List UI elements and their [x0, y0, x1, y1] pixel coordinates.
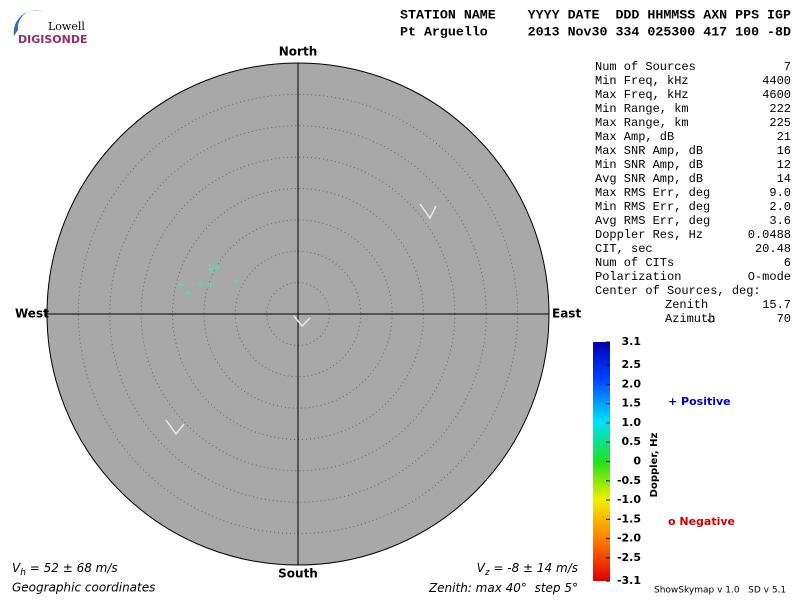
- colorbar-label: Doppler, Hz: [649, 433, 660, 498]
- logo-name: DIGISONDE: [18, 33, 87, 46]
- stat-value: 4600: [762, 88, 791, 102]
- south-label: South: [278, 567, 318, 581]
- west-label: West: [15, 307, 49, 321]
- stat-value: 6: [784, 256, 791, 270]
- colorbar-tick-label: -1.5: [617, 512, 641, 525]
- stat-label: Avg SNR Amp, dB: [595, 172, 703, 186]
- colorbar-tick-label: 1.5: [622, 397, 642, 410]
- stat-value: 16: [777, 144, 791, 158]
- colorbar-tick-label: 0.5: [622, 435, 642, 448]
- zenith-text: Zenith: max 40° step 5°: [428, 581, 578, 595]
- vh-text: Vh = 52 ± 68 m/s: [12, 561, 118, 578]
- azimuth-icon: [707, 315, 715, 323]
- stat-value: 14: [777, 172, 791, 186]
- stat-label: Min Range, km: [595, 102, 689, 116]
- version-text: ShowSkymap v 1.0 SD v 5.1: [654, 586, 786, 596]
- source-marker: [184, 289, 191, 296]
- stat-label: Min SNR Amp, dB: [595, 158, 703, 172]
- velocity-marks: [165, 203, 437, 436]
- vh-sub: h: [20, 568, 26, 578]
- center-title: Center of Sources, deg:: [595, 284, 761, 298]
- source-marker: [197, 281, 204, 288]
- stat-label: Max Freq, kHz: [595, 88, 689, 102]
- stat-label: Num of Sources: [595, 60, 696, 74]
- colorbar-tick-label: 2.0: [622, 377, 642, 390]
- colorbar: [593, 342, 610, 581]
- stat-value: 20.48: [755, 242, 791, 256]
- center-label: Azimuth: [665, 312, 715, 326]
- vh-value: = 52 ± 68 m/s: [26, 561, 118, 575]
- stat-label: Max Range, km: [595, 116, 689, 130]
- stat-label: Avg RMS Err, deg: [595, 214, 710, 228]
- vz-value: = -8 ± 14 m/s: [490, 561, 578, 575]
- vz-symbol: V: [477, 561, 486, 575]
- colorbar-tick-label: -3.1: [617, 574, 641, 587]
- stat-label: CIT, sec: [595, 242, 653, 256]
- zenith-prefix: Zenith: max: [428, 581, 503, 595]
- stat-value: 222: [769, 102, 791, 116]
- stat-label: Min RMS Err, deg: [595, 200, 710, 214]
- header-labels: STATION NAME YYYY DATE DDD HHMMSS AXN PP…: [400, 8, 791, 23]
- stat-label: Min Freq, kHz: [595, 74, 689, 88]
- legend-positive: + Positive: [668, 395, 731, 408]
- source-marker: [233, 278, 240, 285]
- colorbar-tick-label: 2.5: [622, 358, 642, 371]
- stat-value: 21: [777, 130, 791, 144]
- north-label: North: [279, 45, 317, 59]
- center-value: 70: [777, 312, 791, 326]
- center-value: 15.7: [762, 298, 791, 312]
- center-label: Zenith: [665, 298, 708, 312]
- stat-value: 12: [777, 158, 791, 172]
- stat-label: Doppler Res, Hz: [595, 228, 703, 242]
- coords-text: Geographic coordinates: [12, 581, 155, 595]
- colorbar-tick-label: 3.1: [622, 335, 642, 348]
- step-unit: °: [572, 581, 578, 595]
- zenith-unit: °: [521, 581, 527, 595]
- source-marker: [207, 282, 214, 289]
- source-marker: [214, 264, 221, 271]
- logo: Lowell DIGISONDE: [13, 10, 87, 46]
- stat-value: 225: [769, 116, 791, 130]
- source-marker: [178, 281, 185, 288]
- stat-label: Max SNR Amp, dB: [595, 144, 703, 158]
- colorbar-tick-label: -1.0: [617, 493, 641, 506]
- legend-negative: o Negative: [668, 515, 735, 528]
- vz-text: Vz = -8 ± 14 m/s: [477, 561, 578, 578]
- stat-value: 2.0: [769, 200, 791, 214]
- zenith-max: 40: [506, 581, 522, 595]
- logo-top: Lowell: [48, 20, 85, 33]
- colorbar-tick-label: 1.0: [622, 416, 642, 429]
- colorbar-tick-label: -0.5: [617, 474, 641, 487]
- zenith-step: 5: [564, 581, 572, 595]
- colorbar-tick-label: -2.0: [617, 532, 641, 545]
- header-values: Pt Arguello 2013 Nov30 334 025300 417 10…: [400, 25, 791, 40]
- stat-value: 7: [784, 60, 791, 74]
- stat-label: Max RMS Err, deg: [595, 186, 710, 200]
- source-marker: [207, 266, 214, 273]
- colorbar-tick-label: 0: [633, 455, 641, 468]
- stat-label: Max Amp, dB: [595, 130, 674, 144]
- colorbar-tick-label: -2.5: [617, 551, 641, 564]
- step-prefix: step: [535, 581, 561, 595]
- stat-value: O-mode: [748, 270, 791, 284]
- stat-label: Polarization: [595, 270, 681, 284]
- vz-sub: z: [484, 568, 490, 578]
- logo-swoosh: [13, 10, 44, 36]
- stat-value: 9.0: [769, 186, 791, 200]
- stat-value: 0.0488: [748, 228, 791, 242]
- stat-label: Num of CITs: [595, 256, 674, 270]
- east-label: East: [552, 307, 581, 321]
- vh-symbol: V: [12, 561, 21, 575]
- stat-value: 4400: [762, 74, 791, 88]
- stat-value: 3.6: [769, 214, 791, 228]
